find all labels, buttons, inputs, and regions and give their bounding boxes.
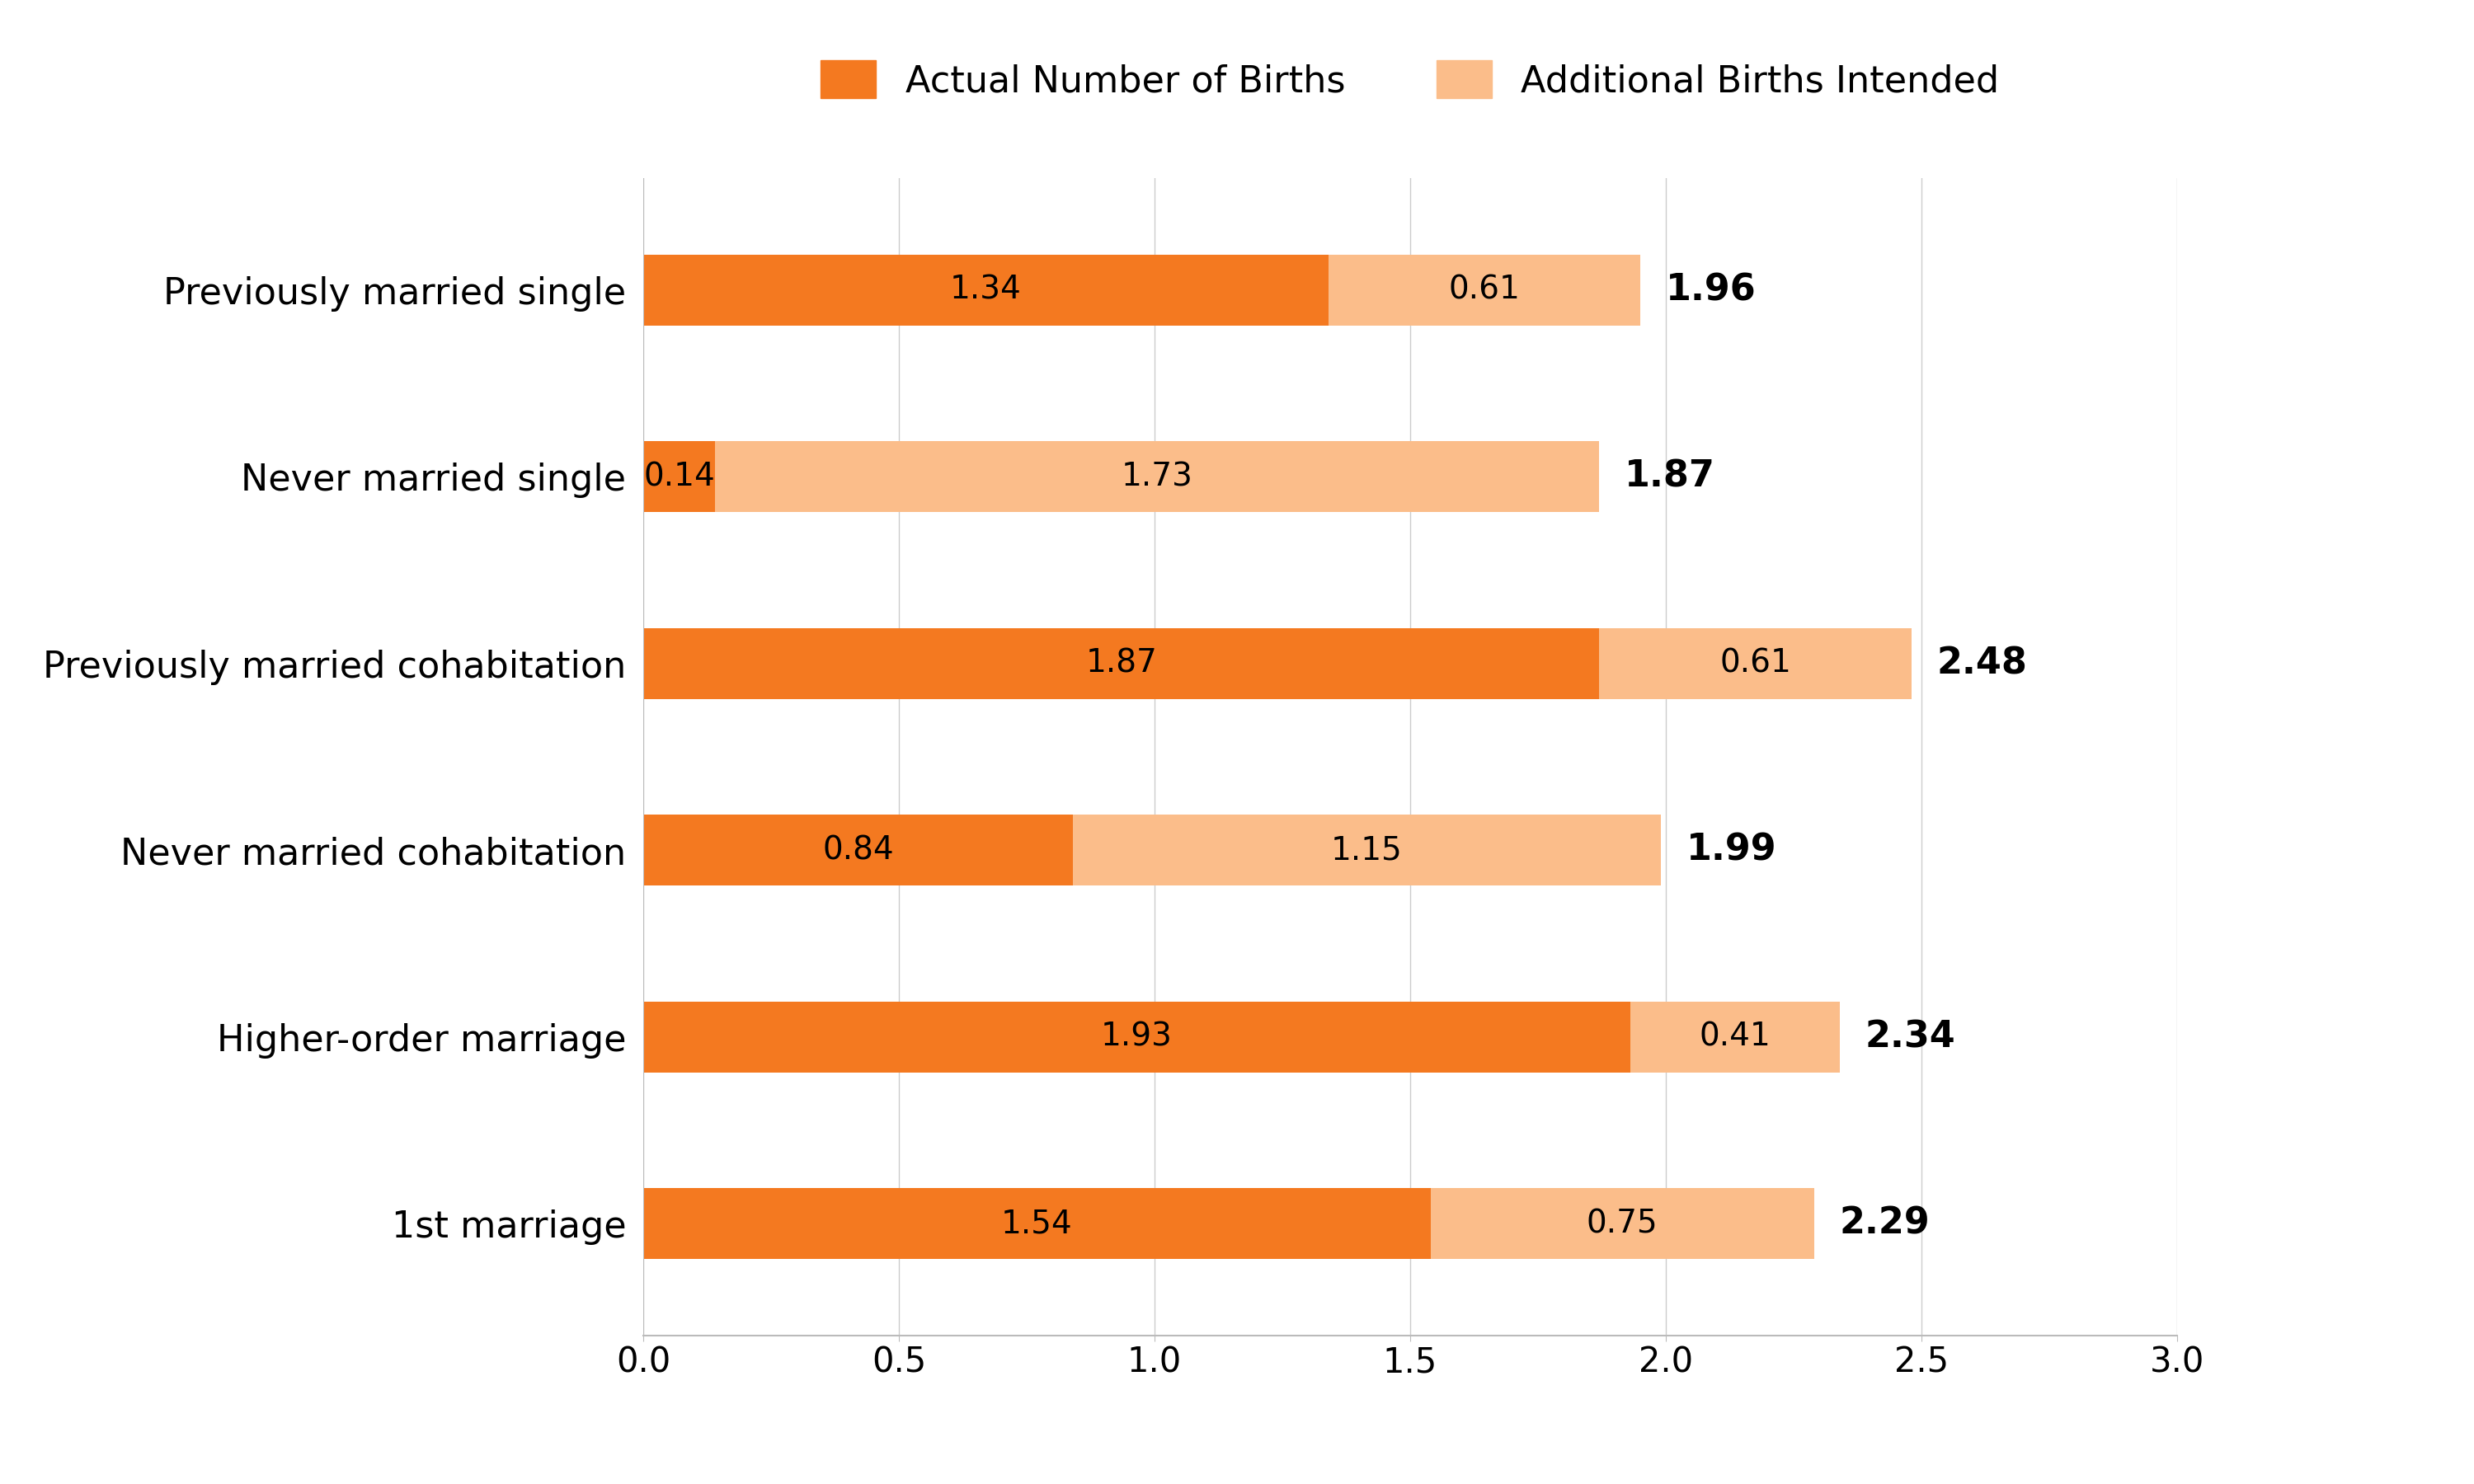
Bar — [1598, 628, 1912, 699]
Bar — [1430, 1189, 1813, 1258]
Text: 1.87: 1.87 — [1625, 459, 1714, 494]
Text: 1.15: 1.15 — [1331, 834, 1403, 865]
Text: 2.34: 2.34 — [1865, 1020, 1957, 1055]
Bar — [715, 441, 1598, 512]
Text: 1.87: 1.87 — [1086, 649, 1158, 680]
Bar — [643, 1189, 1430, 1258]
Bar — [643, 815, 1074, 886]
Text: 0.41: 0.41 — [1700, 1021, 1771, 1052]
Text: 2.29: 2.29 — [1841, 1206, 1930, 1241]
Bar — [643, 628, 1598, 699]
Bar — [643, 441, 715, 512]
Text: 0.61: 0.61 — [1719, 649, 1791, 680]
Text: 2.48: 2.48 — [1937, 646, 2026, 681]
Text: 0.14: 0.14 — [643, 462, 715, 493]
Bar — [1630, 1002, 1841, 1073]
Text: 0.61: 0.61 — [1447, 275, 1519, 306]
Text: 0.75: 0.75 — [1586, 1208, 1658, 1239]
Text: 1.99: 1.99 — [1687, 833, 1776, 868]
Bar — [643, 1002, 1630, 1073]
Bar — [643, 255, 1329, 325]
Text: 1.93: 1.93 — [1101, 1021, 1173, 1052]
Bar — [1329, 255, 1640, 325]
Text: 1.34: 1.34 — [950, 275, 1022, 306]
Text: 0.84: 0.84 — [821, 834, 893, 865]
Legend: Actual Number of Births, Additional Births Intended: Actual Number of Births, Additional Birt… — [807, 46, 2014, 114]
Text: 1.96: 1.96 — [1665, 273, 1757, 307]
Text: 1.73: 1.73 — [1121, 462, 1192, 493]
Text: 1.54: 1.54 — [1002, 1208, 1074, 1239]
Bar — [1074, 815, 1660, 886]
